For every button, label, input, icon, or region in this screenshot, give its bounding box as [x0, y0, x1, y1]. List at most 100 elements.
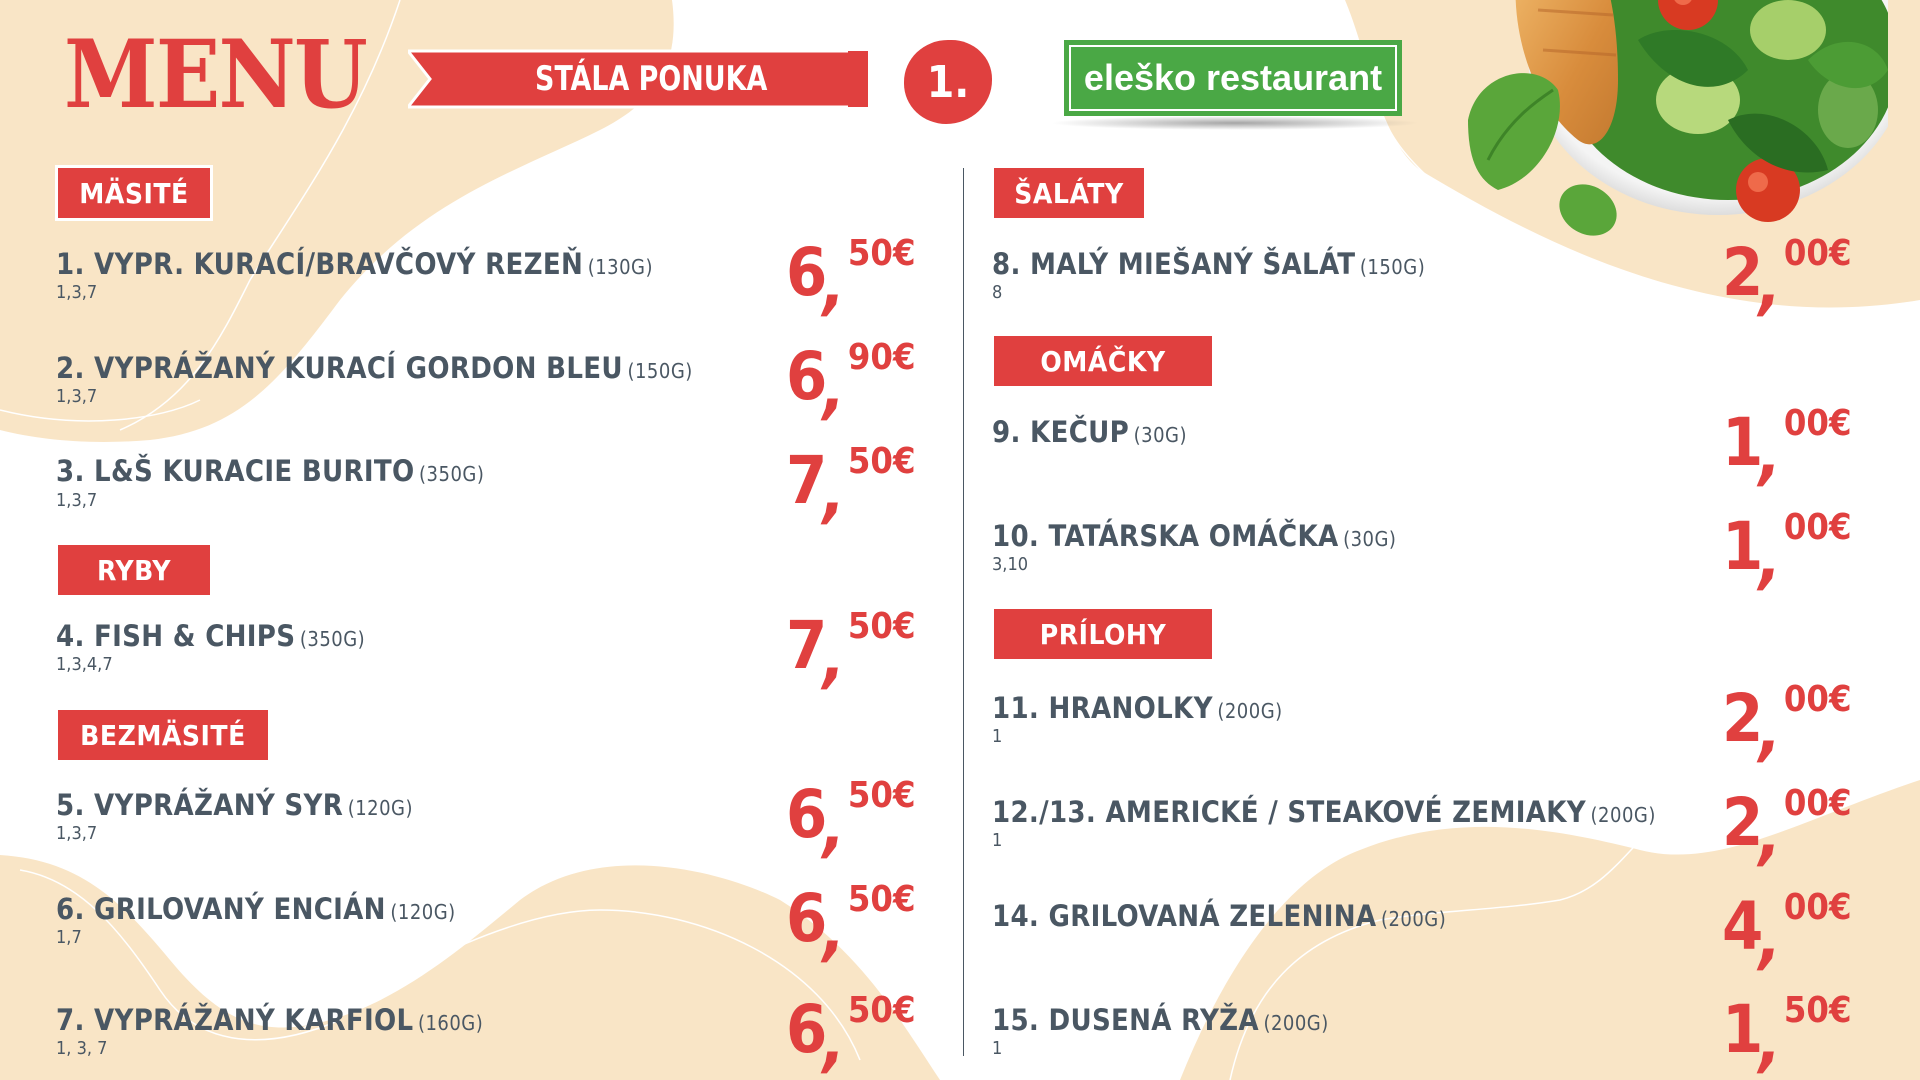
price-whole: 2	[1722, 680, 1764, 757]
price-whole: 2	[1722, 234, 1764, 311]
item-price: 7,50€	[786, 444, 916, 532]
menu-item: 10. TATÁRSKA OMÁČKA (30G)	[992, 519, 1397, 553]
item-name: 4. FISH & CHIPS	[56, 619, 296, 653]
item-price: 2,00€	[1722, 682, 1852, 770]
item-name: 9. KEČUP	[992, 415, 1130, 449]
menu-item: 2. VYPRÁŽANÝ KURACÍ GORDON BLEU (150G)	[56, 351, 693, 385]
page-number-badge: 1.	[904, 40, 992, 124]
item-allergens: 1,3,7	[56, 282, 98, 303]
item-allergens: 8	[992, 282, 1003, 303]
item-weight: (160G)	[417, 1011, 484, 1035]
item-weight: (200G)	[1380, 907, 1447, 931]
price-cents: 00€	[1783, 233, 1852, 274]
item-name: 7. VYPRÁŽANÝ KARFIOL	[56, 1003, 414, 1037]
price-whole: 6	[786, 991, 828, 1068]
menu-title: MENU	[64, 20, 368, 130]
item-name: 11. HRANOLKY	[992, 691, 1213, 725]
price-whole: 6	[786, 338, 828, 415]
menu-item: 8. MALÝ MIEŠANÝ ŠALÁT (150G)	[992, 247, 1426, 281]
section-tag-bezmasite: BEZMÄSITÉ	[58, 710, 268, 760]
item-price: 1,00€	[1722, 406, 1852, 494]
item-name: 15. DUSENÁ RYŽA	[992, 1003, 1259, 1037]
price-cents: 90€	[847, 337, 916, 378]
section-tag-ryby: RYBY	[58, 545, 210, 595]
item-price: 1,50€	[1722, 993, 1852, 1080]
menu-type-ribbon: STÁLA PONUKA	[408, 49, 868, 109]
price-cents: 00€	[1783, 679, 1852, 720]
item-allergens: 1,7	[56, 927, 82, 948]
price-cents: 50€	[847, 441, 916, 482]
item-name: 8. MALÝ MIEŠANÝ ŠALÁT	[992, 247, 1356, 281]
price-cents: 50€	[1783, 990, 1852, 1031]
item-allergens: 1,3,4,7	[56, 654, 113, 675]
item-price: 6,50€	[786, 993, 916, 1080]
item-allergens: 1	[992, 1038, 1003, 1059]
item-weight: (200G)	[1217, 699, 1283, 723]
item-weight: (120G)	[347, 796, 414, 820]
price-cents: 50€	[847, 990, 916, 1031]
item-allergens: 1	[992, 726, 1003, 747]
logo-shadow	[1050, 116, 1420, 130]
item-weight: (200G)	[1590, 803, 1656, 827]
menu-item: 5. VYPRÁŽANÝ SYR (120G)	[56, 788, 414, 822]
item-price: 6,50€	[786, 882, 916, 970]
price-whole: 2	[1722, 784, 1764, 861]
section-tag-masite: MÄSITÉ	[55, 165, 213, 221]
item-weight: (130G)	[587, 255, 654, 279]
price-whole: 4	[1722, 888, 1764, 965]
item-weight: (150G)	[1359, 255, 1426, 279]
restaurant-logo: eleško restaurant	[1064, 40, 1402, 116]
item-price: 6,90€	[786, 340, 916, 428]
item-price: 7,50€	[786, 609, 916, 697]
menu-item: 9. KEČUP (30G)	[992, 415, 1188, 449]
item-name: 10. TATÁRSKA OMÁČKA	[992, 519, 1339, 553]
price-whole: 6	[786, 776, 828, 853]
menu-item: 15. DUSENÁ RYŽA (200G)	[992, 1003, 1329, 1037]
price-cents: 00€	[1783, 887, 1852, 928]
price-whole: 1	[1722, 508, 1764, 585]
price-whole: 6	[786, 880, 828, 957]
item-price: 4,00€	[1722, 890, 1852, 978]
price-whole: 7	[786, 442, 828, 519]
menu-item: 12./13. AMERICKÉ / STEAKOVÉ ZEMIAKY (200…	[992, 795, 1656, 829]
menu-item: 3. L&Š KURACIE BURITO (350G)	[56, 454, 484, 488]
price-whole: 6	[786, 234, 828, 311]
item-weight: (120G)	[390, 900, 456, 924]
item-name: 12./13. AMERICKÉ / STEAKOVÉ ZEMIAKY	[992, 795, 1586, 829]
section-tag-salaty: ŠALÁTY	[994, 168, 1144, 218]
item-price: 6,50€	[786, 778, 916, 866]
item-allergens: 1,3,7	[56, 386, 98, 407]
price-cents: 50€	[847, 233, 916, 274]
item-price: 6,50€	[786, 236, 916, 324]
salad-image	[1468, 0, 1888, 236]
item-allergens: 1,3,7	[56, 490, 98, 511]
ribbon-label: STÁLA PONUKA	[535, 59, 768, 99]
column-divider	[963, 168, 964, 1056]
item-allergens: 1,3,7	[56, 823, 98, 844]
item-name: 3. L&Š KURACIE BURITO	[56, 454, 415, 488]
price-cents: 00€	[1783, 403, 1852, 444]
item-name: 2. VYPRÁŽANÝ KURACÍ GORDON BLEU	[56, 351, 623, 385]
menu-item: 1. VYPR. KURACÍ/BRAVČOVÝ REZEŇ (130G)	[56, 250, 654, 280]
price-cents: 00€	[1783, 507, 1852, 548]
ribbon-shape	[408, 49, 868, 109]
item-weight: (30G)	[1343, 527, 1397, 551]
item-weight: (350G)	[299, 627, 366, 651]
section-tag-omacky: OMÁČKY	[994, 336, 1212, 386]
price-cents: 50€	[847, 879, 916, 920]
menu-item: 11. HRANOLKY (200G)	[992, 691, 1283, 725]
price-whole: 7	[786, 607, 828, 684]
item-allergens: 1	[992, 830, 1003, 851]
item-name: 6. GRILOVANÝ ENCIÁN	[56, 892, 386, 926]
item-price: 2,00€	[1722, 236, 1852, 324]
menu-item: 7. VYPRÁŽANÝ KARFIOL (160G)	[56, 1003, 484, 1037]
item-weight: (30G)	[1133, 423, 1188, 447]
menu-item: 6. GRILOVANÝ ENCIÁN (120G)	[56, 892, 456, 926]
section-tag-prilohy: PRÍLOHY	[994, 609, 1212, 659]
item-price: 2,00€	[1722, 786, 1852, 874]
item-allergens: 1, 3, 7	[56, 1038, 108, 1059]
menu-item: 14. GRILOVANÁ ZELENINA (200G)	[992, 902, 1447, 932]
item-allergens: 3,10	[992, 554, 1029, 575]
item-price: 1,00€	[1722, 510, 1852, 598]
item-name: 5. VYPRÁŽANÝ SYR	[56, 788, 344, 822]
